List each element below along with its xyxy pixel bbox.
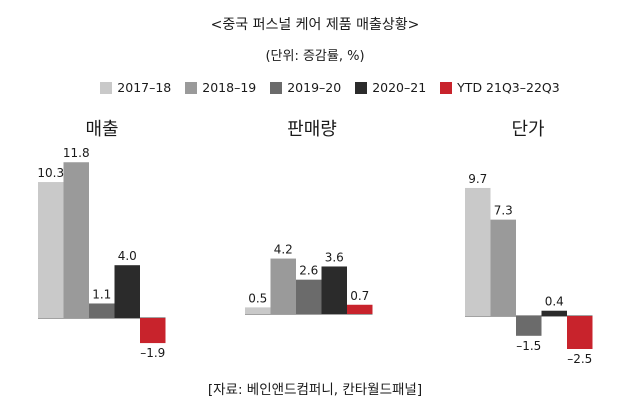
panel-title: 판매량 (287, 119, 337, 140)
panel-sales: 매출 10.3 11.8 1.1 4.0 –1.9 (37, 119, 166, 360)
legend-label: 2019–20 (287, 80, 342, 95)
legend-label: 2018–19 (202, 80, 257, 95)
panel-volume: 판매량 0.5 4.2 2.6 3.6 0.7 (245, 119, 373, 315)
legend-swatch (440, 81, 453, 94)
bar (63, 162, 89, 318)
legend-label: 2017–18 (117, 80, 172, 95)
panel-price: 단가 9.7 7.3 –1.5 0.4 –2.5 (465, 119, 593, 366)
legend-swatch (270, 81, 283, 94)
data-label: 0.4 (545, 295, 564, 309)
bar (270, 258, 296, 314)
data-label: 11.8 (63, 146, 90, 160)
data-label: 2.6 (299, 264, 318, 278)
bar (140, 318, 166, 344)
legend-swatch (100, 81, 113, 94)
data-label: 7.3 (494, 204, 513, 218)
bar (245, 307, 271, 314)
data-label: 4.0 (118, 249, 137, 263)
data-label: –1.9 (140, 346, 165, 360)
legend-item-2019-20: 2019–20 (270, 80, 341, 95)
data-label: 0.5 (248, 291, 267, 305)
bar (516, 316, 542, 336)
legend-item-2018-19: 2018–19 (185, 80, 256, 95)
data-label: 4.2 (274, 243, 293, 257)
data-label: 0.7 (350, 289, 369, 303)
bar (465, 187, 491, 316)
data-label: –1.5 (516, 339, 541, 353)
panel-title: 매출 (85, 119, 118, 140)
bar (89, 303, 115, 318)
panel-title: 단가 (511, 119, 544, 140)
legend-item-2017-18: 2017–18 (100, 80, 171, 95)
legend-swatch (185, 81, 198, 94)
bar (321, 266, 347, 314)
bar (296, 279, 322, 314)
source-note: [자료: 베인앤드컴퍼니, 칸타월드패널] (207, 382, 423, 398)
legend-swatch (355, 81, 368, 94)
data-label: 10.3 (37, 166, 64, 180)
chart-subtitle: (단위: 증감률, %) (265, 49, 365, 64)
legend-label: 2020–21 (372, 80, 427, 95)
data-label: 9.7 (468, 172, 487, 186)
legend: 2017–18 2018–19 2019–20 2020–21 YTD 21Q3… (60, 80, 600, 95)
bar (114, 265, 140, 318)
legend-item-2020-21: 2020–21 (355, 80, 426, 95)
bar (347, 304, 373, 314)
bar (567, 316, 593, 349)
data-label: –2.5 (567, 352, 592, 366)
bar (490, 219, 516, 316)
bar (541, 310, 567, 316)
bar (38, 182, 64, 318)
chart-title: <중국 퍼스널 케어 제품 매출상황> (210, 17, 420, 33)
data-label: 3.6 (325, 250, 344, 264)
legend-item-ytd: YTD 21Q3–22Q3 (440, 80, 560, 95)
legend-label: YTD 21Q3–22Q3 (457, 80, 560, 95)
data-label: 1.1 (92, 287, 111, 301)
